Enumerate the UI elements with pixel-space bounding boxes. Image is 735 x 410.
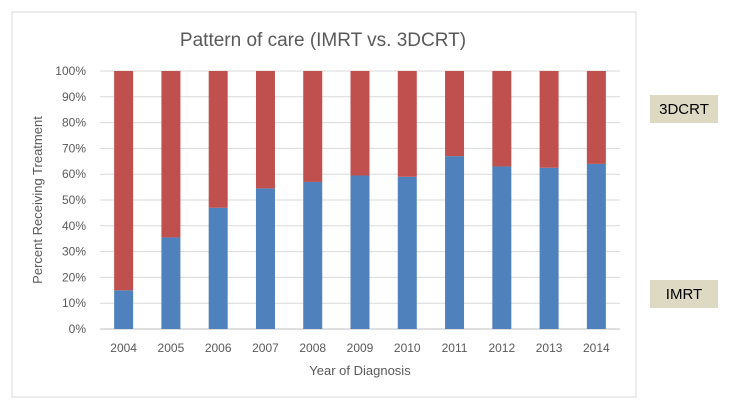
y-tick-label: 10% <box>62 296 86 310</box>
bar-3dcrt-2006 <box>208 71 228 208</box>
y-tick-label: 80% <box>62 116 86 130</box>
legend-label-imrt: IMRT <box>650 280 718 308</box>
y-axis-ticks: 0% 10% 20% 30% 40% 50% 60% 70% 80% 90% 100% <box>55 64 86 336</box>
chart-title: Pattern of care (IMRT vs. 3DCRT) <box>180 30 466 51</box>
bar-imrt-2006 <box>208 207 228 329</box>
x-tick-label: 2005 <box>158 341 185 355</box>
y-tick-label: 30% <box>62 245 86 259</box>
x-tick-label: 2014 <box>583 341 610 355</box>
y-tick-label: 50% <box>62 193 86 207</box>
bar-imrt-2010 <box>397 176 417 329</box>
y-tick-label: 0% <box>69 322 87 336</box>
bar-3dcrt-2013 <box>539 71 559 168</box>
x-tick-label: 2006 <box>205 341 232 355</box>
y-tick-label: 90% <box>62 90 86 104</box>
y-tick-label: 60% <box>62 167 86 181</box>
y-tick-label: 100% <box>55 64 86 78</box>
y-tick-label: 40% <box>62 219 86 233</box>
bar-3dcrt-2008 <box>303 71 323 182</box>
bar-imrt-2008 <box>303 181 323 329</box>
x-axis-ticks: 2004 2005 2006 2007 2008 2009 2010 2011 2012 2013… <box>110 341 610 355</box>
bar-3dcrt-2012 <box>492 71 512 167</box>
bar-imrt-2012 <box>492 166 512 329</box>
bar-imrt-2005 <box>161 237 181 329</box>
bar-3dcrt-2007 <box>255 71 275 189</box>
legend-label-3dcrt: 3DCRT <box>650 95 718 123</box>
x-tick-label: 2010 <box>394 341 421 355</box>
bar-imrt-2007 <box>255 188 275 329</box>
x-tick-label: 2004 <box>110 341 137 355</box>
bar-imrt-2013 <box>539 167 559 329</box>
x-tick-label: 2009 <box>347 341 374 355</box>
bar-imrt-2014 <box>586 163 606 329</box>
bar-3dcrt-2004 <box>114 71 134 291</box>
x-tick-label: 2011 <box>442 341 468 355</box>
y-axis-label: Percent Receiving Treatment <box>30 116 45 284</box>
bars <box>114 71 606 329</box>
x-tick-label: 2012 <box>488 341 515 355</box>
x-tick-label: 2008 <box>299 341 326 355</box>
x-axis-label: Year of Diagnosis <box>309 363 411 378</box>
y-tick-label: 20% <box>62 270 86 284</box>
bar-3dcrt-2005 <box>161 71 181 238</box>
x-tick-label: 2013 <box>536 341 563 355</box>
x-tick-label: 2007 <box>252 341 279 355</box>
y-tick-label: 70% <box>62 141 86 155</box>
bar-3dcrt-2011 <box>445 71 465 157</box>
bar-imrt-2009 <box>350 175 370 329</box>
bar-3dcrt-2009 <box>350 71 370 176</box>
bar-3dcrt-2010 <box>397 71 417 177</box>
bar-3dcrt-2014 <box>586 71 606 164</box>
bar-imrt-2004 <box>114 290 134 329</box>
bar-imrt-2011 <box>445 156 465 329</box>
